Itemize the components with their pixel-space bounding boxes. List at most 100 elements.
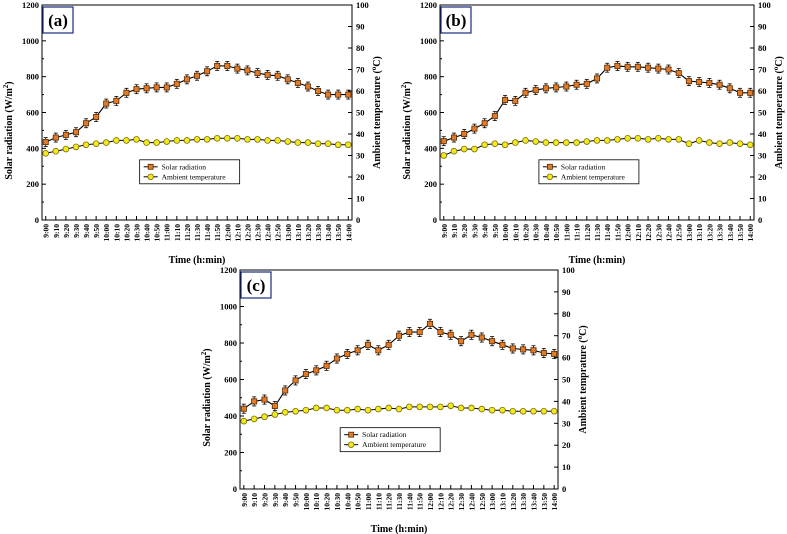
solar-point xyxy=(315,88,322,95)
temperature-point xyxy=(706,139,713,146)
solar-point xyxy=(478,334,485,341)
temperature-point xyxy=(364,406,372,414)
temperature-point xyxy=(163,138,171,145)
legend-temperature-marker xyxy=(546,173,554,180)
temperature-point xyxy=(102,139,110,146)
temperature-point xyxy=(123,137,130,144)
solar-point xyxy=(427,320,434,327)
x-tick-label: 9:20 xyxy=(261,493,270,507)
right-y-tick-label: 100 xyxy=(758,0,771,10)
x-tick-label: 10:50 xyxy=(153,224,162,242)
temperature-point xyxy=(685,140,693,147)
legend-temperature-marker xyxy=(347,441,355,448)
right-y-tick-label: 30 xyxy=(356,151,365,161)
x-tick-label: 9:50 xyxy=(92,224,101,238)
right-y-tick-label: 80 xyxy=(758,43,767,53)
x-tick-label: 10:00 xyxy=(501,224,510,242)
temperature-point xyxy=(203,136,211,143)
solar-point xyxy=(447,331,454,338)
right-y-axis-label: Ambient temperature (oC) xyxy=(370,56,383,169)
temperature-point xyxy=(244,136,251,143)
temperature-point xyxy=(540,407,548,415)
solar-point xyxy=(42,139,49,146)
temperature-point xyxy=(173,137,181,144)
temperature-point xyxy=(471,145,478,153)
x-tick-label: 11:50 xyxy=(213,224,222,241)
x-tick-label: 11:50 xyxy=(613,224,622,241)
legend-solar-label: Solar radiation xyxy=(561,162,606,171)
legend-box xyxy=(339,427,441,453)
temperature-point xyxy=(583,138,591,145)
x-tick-label: 11:00 xyxy=(364,493,373,510)
solar-point xyxy=(103,100,110,107)
x-tick-label: 13:50 xyxy=(334,224,343,242)
x-tick-label: 10:50 xyxy=(552,224,561,242)
left-y-tick-label: 600 xyxy=(26,108,39,118)
plot-frame xyxy=(239,269,559,490)
solar-point xyxy=(193,72,200,79)
right-y-tick-label: 0 xyxy=(758,215,762,225)
solar-point xyxy=(716,81,723,88)
panel-label-box xyxy=(240,271,272,299)
solar-point xyxy=(491,113,498,120)
solar-point xyxy=(685,78,692,85)
solar-point xyxy=(530,347,537,354)
solar-point xyxy=(292,377,299,384)
left-y-tick-label: 1200 xyxy=(220,265,237,275)
left-y-tick-label: 400 xyxy=(424,143,437,153)
temperature-point xyxy=(284,138,292,145)
solar-point xyxy=(624,63,631,70)
x-tick-label: 14:00 xyxy=(344,224,353,242)
x-tick-label: 13:10 xyxy=(695,224,704,242)
left-y-tick-label: 0 xyxy=(433,215,437,225)
right-y-tick-label: 60 xyxy=(356,86,365,96)
temperature-point xyxy=(499,406,506,414)
x-tick-label: 9:30 xyxy=(470,224,479,238)
left-y-axis-label: Solar radiation (W/m2) xyxy=(200,348,213,446)
solar-point xyxy=(294,79,301,86)
solar-point xyxy=(354,347,361,354)
chart-panel-1: 0 200 400 600 800 1000 1200 0 10 20 30 40 50 60 70 80 90… xyxy=(400,0,785,266)
left-y-tick-label: 800 xyxy=(224,338,237,348)
x-tick-label: 13:30 xyxy=(314,224,323,242)
temperature-point xyxy=(312,404,320,412)
plot-frame xyxy=(439,4,755,221)
x-tick-label: 9:30 xyxy=(72,224,81,238)
x-tick-label: 12:40 xyxy=(467,493,476,511)
temperature-point xyxy=(542,139,550,146)
right-y-tick-label: 20 xyxy=(356,172,365,182)
solar-point xyxy=(385,341,392,348)
x-tick-label: 9:50 xyxy=(491,224,500,238)
solar-point xyxy=(509,345,516,352)
solar-point xyxy=(471,125,478,132)
temperature-point xyxy=(603,137,611,144)
legend-solar-label: Solar radiation xyxy=(162,162,207,171)
left-y-tick-label: 400 xyxy=(224,411,237,421)
x-tick-label: 14:00 xyxy=(550,493,559,511)
temperature-point xyxy=(343,406,351,414)
temperature-point xyxy=(593,137,601,144)
solar-point xyxy=(364,341,371,348)
x-tick-label: 9:30 xyxy=(271,493,280,507)
right-y-tick-label: 70 xyxy=(356,65,365,75)
solar-point xyxy=(520,346,527,353)
x-tick-label: 11:20 xyxy=(385,493,394,510)
temperature-point xyxy=(354,405,361,413)
right-y-axis-label: Ambient temperature (oC) xyxy=(772,56,785,169)
solar-point xyxy=(52,134,59,141)
right-y-tick-label: 70 xyxy=(562,331,571,341)
solar-point xyxy=(604,64,611,71)
solar-point xyxy=(563,83,570,90)
x-tick-label: 12:50 xyxy=(478,493,487,511)
x-tick-label: 12:00 xyxy=(624,224,633,242)
x-tick-label: 11:20 xyxy=(183,224,192,241)
right-y-tick-label: 90 xyxy=(758,22,767,32)
temperature-point xyxy=(143,139,150,146)
panel-label-box xyxy=(42,6,74,34)
solar-point xyxy=(440,138,447,145)
left-y-tick-label: 1000 xyxy=(420,36,437,46)
x-tick-label: 11:30 xyxy=(593,224,602,241)
temperature-point xyxy=(519,407,527,415)
x-tick-label: 13:40 xyxy=(324,224,333,242)
temperature-point xyxy=(665,136,672,143)
